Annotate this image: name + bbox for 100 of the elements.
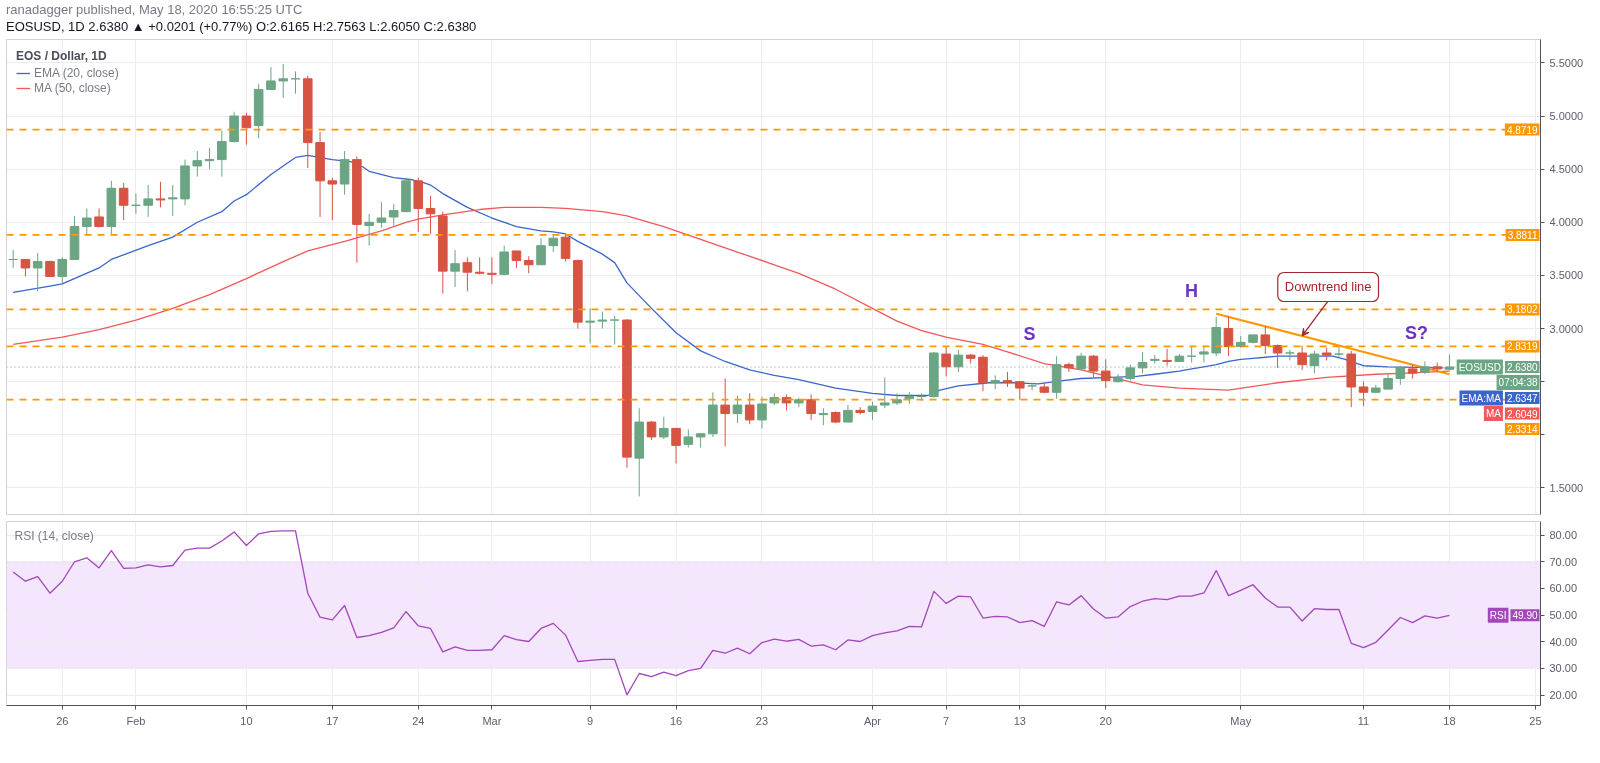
annotation: MA [1485,408,1502,420]
legend-label: MA (50, close) [34,81,111,95]
candlestick [1199,345,1209,364]
text: ranadagger published, May 18, 2020 16:55:25 UTC [6,1,304,18]
candlestick [609,315,620,345]
candlestick [32,252,43,292]
annotation: 07:04:38 [1498,377,1538,389]
candlestick [425,195,436,235]
candlestick [892,392,902,406]
ref-line-label: 4.8719 [1506,124,1538,136]
text: RSI (14, close) [14,528,94,543]
candlestick [560,233,571,263]
candlestick [82,207,92,236]
y-tick-label: 50.00 [1549,609,1578,622]
candlestick [867,401,878,421]
candlestick [499,245,509,276]
annotation: EMA:MA [1461,392,1502,404]
annotation: S? [1405,322,1429,343]
candlestick [376,201,387,229]
x-tick-label: 24 [412,714,425,727]
annotation: 49.90 [1512,610,1538,622]
x-tick-label: 18 [1443,714,1456,727]
annotation: S [1023,323,1036,344]
candlestick [241,112,252,146]
ref-line-label: 2.3314 [1506,424,1538,436]
annotation: EOSUSD [1458,361,1501,373]
ref-line-label: 2.6380 [1506,362,1538,374]
x-tick-label: May [1230,714,1252,727]
candlestick [720,377,730,447]
y-tick-label: 4.0000 [1549,216,1584,229]
y-tick-label: 5.0000 [1549,110,1584,123]
ref-line-label: 2.8319 [1506,341,1538,353]
y-tick-label: 20.00 [1549,689,1578,702]
candlestick [941,346,951,377]
candlestick [450,249,460,288]
ref-line-label: 3.1802 [1506,304,1538,316]
x-tick-label: 25 [1529,714,1542,727]
x-tick-label: Apr [863,714,882,727]
x-tick-label: 7 [943,714,950,727]
x-tick-label: 20 [1099,714,1112,727]
candlestick [1223,315,1234,357]
candlestick [1297,345,1307,371]
x-tick-label: 9 [587,714,594,727]
annotation: 2.6049 [1506,408,1538,420]
y-tick-label: 1.5000 [1549,481,1584,494]
line-series [12,530,1451,696]
candlestick [364,213,374,247]
candlestick [94,207,104,229]
x-tick-label: Feb [126,714,146,727]
candlestick [278,63,289,99]
candlestick [462,256,473,292]
x-tick-label: 11 [1357,714,1370,727]
candlestick [536,237,546,266]
candlestick [1358,381,1369,407]
annotation: H [1185,280,1198,301]
candlestick [388,203,399,226]
candlestick [118,182,129,221]
candlestick [487,256,497,285]
y-tick-label: 30.00 [1549,662,1578,675]
candlestick [327,177,338,221]
y-tick-label: 4.5000 [1549,163,1584,176]
candlestick [757,396,767,429]
annotation: 2.6347 [1506,393,1538,405]
candlestick [585,307,595,344]
candlestick [658,416,669,440]
x-tick-label: 26 [56,714,69,727]
candlestick [167,184,178,217]
y-tick-label: 3.0000 [1549,322,1584,335]
candlestick [1285,349,1295,361]
x-tick-label: Mar [482,714,502,727]
candlestick [1014,381,1025,401]
candlestick [671,427,681,464]
x-tick-label: 13 [1013,714,1026,727]
y-tick-label: 5.5000 [1549,56,1584,69]
candlestick [143,184,153,218]
annotation: Downtrend line [1284,279,1372,295]
y-tick-label: 80.00 [1549,529,1578,542]
candlestick [192,150,203,178]
candlestick [806,393,816,421]
x-tick-label: 16 [669,714,683,727]
text: EOS / Dollar, 1D [16,49,108,63]
chart-subtitle: EOSUSD, 1D 2.6380 ▲ +0.0201 (+0.77%) O:2.6165 H:2.7563 L:2.6050 C:2.6380 [6,18,477,35]
candlestick [1260,325,1271,355]
y-tick-label: 3.5000 [1549,269,1584,282]
y-tick-label: 70.00 [1549,555,1578,568]
x-tick-label: 10 [240,714,253,727]
candlestick [266,66,276,90]
y-tick-label: 40.00 [1549,635,1578,648]
legend-label: RSI [1489,609,1507,621]
x-tick-label: 17 [326,714,339,727]
candlestick [217,130,227,178]
candlestick [744,392,755,425]
candlestick [1088,354,1099,378]
candlestick [1272,343,1283,369]
candlestick [57,256,68,284]
ref-line-label: 3.8811 [1507,229,1538,241]
candlestick [683,428,694,449]
candlestick [1027,382,1037,391]
candlestick [1334,346,1344,358]
candlestick [1162,348,1172,367]
